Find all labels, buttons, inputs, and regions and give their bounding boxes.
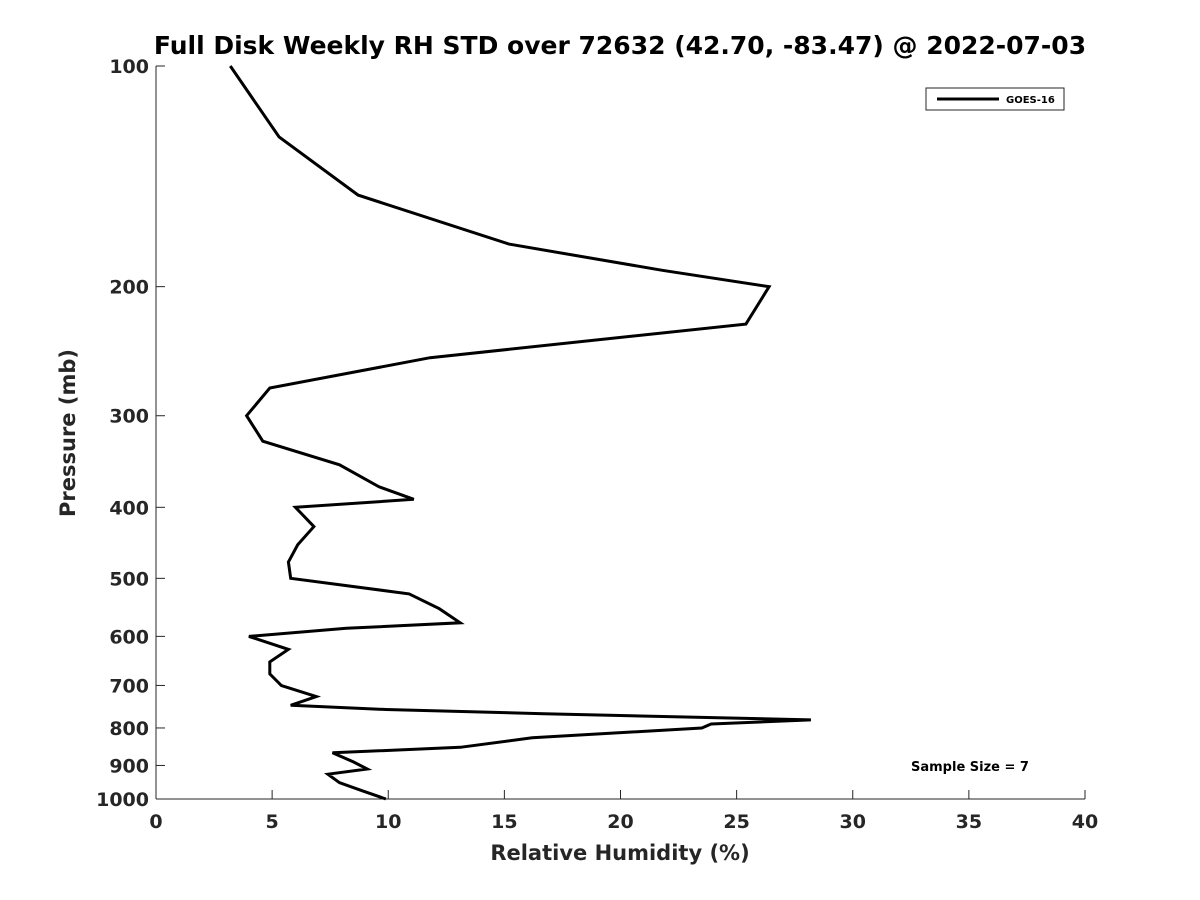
x-axis-label: Relative Humidity (%)	[490, 841, 749, 865]
y-tick-label-100: 100	[109, 56, 149, 78]
plot-area: 0 5 10 15 20 25 30 35 40 100 200 300 400 500 600 700 800…	[96, 56, 1098, 833]
x-tick-label-30: 30	[840, 811, 866, 833]
y-tick-label-400: 400	[109, 497, 149, 519]
x-tick-label-20: 20	[607, 811, 633, 833]
x-tick-label-10: 10	[375, 811, 401, 833]
series-line-goes-16	[229, 65, 811, 801]
legend-label-goes-16: GOES-16	[1006, 95, 1055, 106]
chart-title: Full Disk Weekly RH STD over 72632 (42.7…	[154, 31, 1086, 60]
legend: GOES-16	[925, 87, 1065, 111]
y-tick-label-900: 900	[109, 755, 149, 777]
y-tick-label-300: 300	[109, 406, 149, 428]
y-tick-label-800: 800	[109, 718, 149, 740]
sample-size-annotation: Sample Size = 7	[911, 760, 1029, 775]
x-tick-label-40: 40	[1072, 811, 1098, 833]
y-tick-label-500: 500	[109, 568, 149, 590]
x-tick-label-15: 15	[491, 811, 517, 833]
y-axis-label: Pressure (mb)	[56, 349, 80, 517]
x-tick-label-25: 25	[723, 811, 749, 833]
x-tick-label-35: 35	[956, 811, 982, 833]
y-tick-label-200: 200	[109, 277, 149, 299]
x-tick-label-0: 0	[149, 811, 162, 833]
y-tick-label-700: 700	[109, 675, 149, 697]
y-tick-label-1000: 1000	[96, 789, 149, 811]
y-tick-label-600: 600	[109, 626, 149, 648]
x-tick-label-5: 5	[266, 811, 279, 833]
